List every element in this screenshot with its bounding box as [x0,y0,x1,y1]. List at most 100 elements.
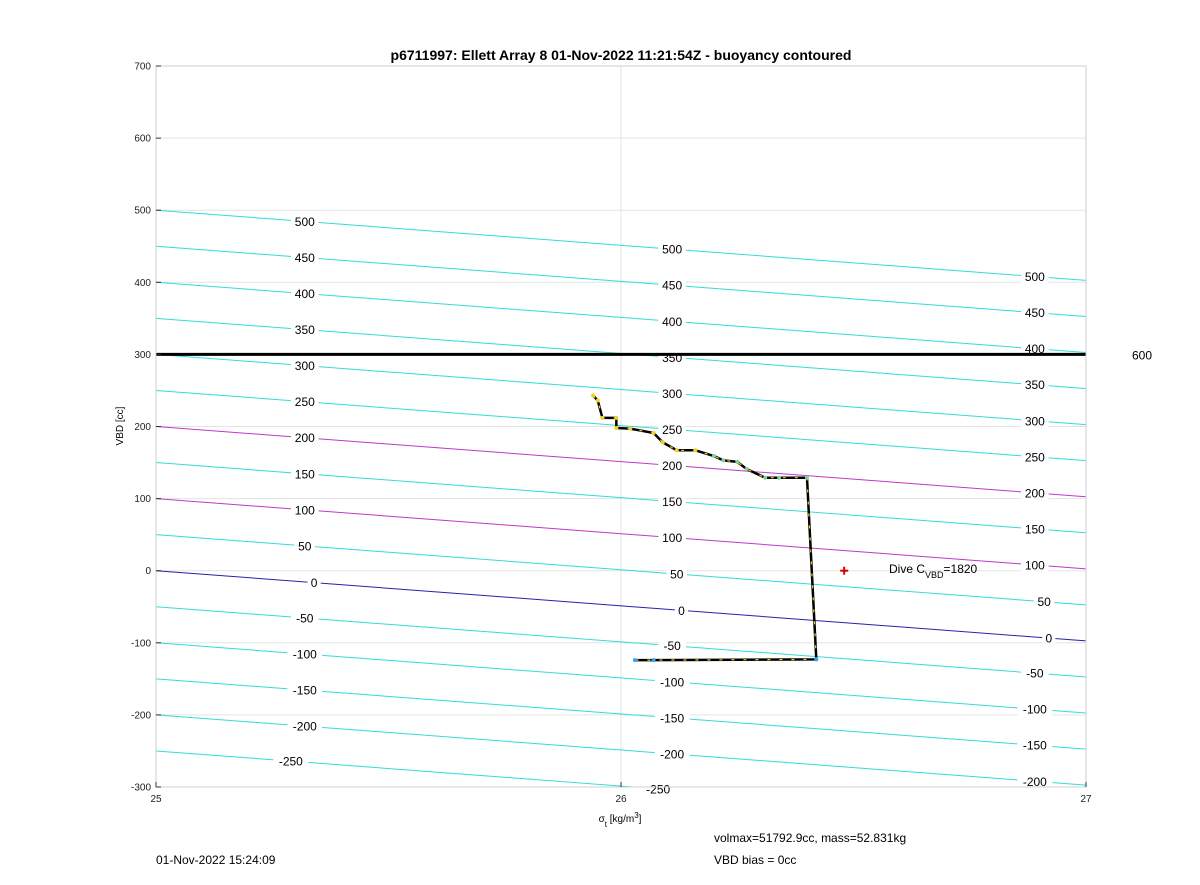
dive-point [591,393,596,398]
contour-label-bg [1021,557,1049,572]
contour-label-bg [287,719,323,734]
contour-label: 450 [662,279,682,293]
contour-label: 400 [1025,342,1045,356]
contour-label: 300 [1025,414,1045,428]
contour-label-bg [287,647,323,662]
contour-labels: 500450400350300250200150100500-50-100-15… [273,214,1056,796]
y-tick-label: -100 [131,638,151,649]
contour-label: -100 [293,648,317,662]
contour-label-bg [1021,666,1049,681]
contour-label: -200 [293,720,317,734]
contour-label-bg [291,250,319,265]
y-tick-label: 400 [134,278,151,289]
contour-label-bg [658,530,686,545]
contour-label: 100 [662,531,682,545]
contour-label: 500 [1025,270,1045,284]
dive-point [777,475,782,480]
contour-label-bg [674,603,689,618]
contour-label: 50 [1037,595,1051,609]
contour-label: 100 [1025,558,1045,572]
contour-label: -150 [1023,739,1047,753]
dive-trace-overlay [592,395,817,661]
contour-label: -200 [660,747,684,761]
dive-point [595,398,600,403]
contour-label-bg [1033,594,1055,609]
contour-label-bg [1017,702,1053,717]
contour-label-bg [654,746,690,761]
max-vbd-line: 600 [156,348,1152,362]
dive-point [805,475,809,480]
x-tick-label: 27 [1080,794,1092,805]
dive-marker: Dive CVBD=1820 [840,562,978,580]
contour-label: 0 [311,576,318,590]
dive-point [763,475,768,480]
contour-label: 250 [1025,450,1045,464]
contour-label-bg [1021,341,1049,356]
dive-point [693,448,698,453]
contour-label-bg [1021,377,1049,392]
y-tick-label: 300 [134,350,151,361]
contour-label-bg [1021,413,1049,428]
dive-point [600,415,605,420]
contour-label-bg [658,638,686,653]
contour-label-bg [654,674,690,689]
contour-label-bg [294,538,315,553]
contour-label-bg [1021,269,1049,284]
contour-label: 500 [295,215,315,229]
contour-label-bg [658,458,686,473]
contour-label: 300 [295,359,315,373]
contour-label: 300 [662,387,682,401]
dive-point [712,454,716,459]
contour-label: -250 [646,782,670,796]
contour-label: -250 [279,755,303,769]
contour-label: 50 [670,567,684,581]
contour-label-bg [640,781,676,796]
y-tick-label: 100 [134,494,151,505]
contour-label-bg [291,502,319,517]
dive-point [651,658,656,663]
contour-label: 200 [1025,486,1045,500]
dive-point [614,425,619,430]
contour-label: 500 [662,243,682,257]
contour-label: 400 [295,287,315,301]
contour-label: -50 [663,639,681,653]
contour-label: 50 [298,539,312,553]
dive-point [814,657,819,662]
contour-label-bg [654,710,690,725]
contour-label: -50 [1026,667,1044,681]
contour-label: 150 [1025,522,1045,536]
dive-trace [591,393,819,663]
contour-label-bg [291,214,319,229]
contour-label: 0 [678,604,685,618]
contour-label: -200 [1023,775,1047,789]
contour-label: 150 [295,467,315,481]
contour-label-bg [1017,774,1053,789]
dive-point [735,459,740,464]
y-tick-label: -200 [131,710,151,721]
contour-label-bg [307,575,321,590]
contour-label-bg [291,430,319,445]
dive-point [674,448,679,453]
max-vbd-label: 600 [1132,348,1152,362]
y-tick-label: 0 [145,566,151,577]
footer-volmax: volmax=51792.9cc, mass=52.831kg [714,831,907,845]
contour-label: 250 [295,395,315,409]
contour-label: -100 [660,675,684,689]
contour-label-bg [273,754,309,769]
contour-label-bg [291,358,319,373]
contour-label-bg [1042,631,1056,646]
contour-label: -150 [293,684,317,698]
contour-label: 250 [662,423,682,437]
contour-label-bg [658,422,686,437]
contour-label: 150 [662,495,682,509]
contour-label-bg [291,322,319,337]
contour-label-bg [1021,521,1049,536]
dive-point [744,467,749,472]
y-tick-label: 500 [134,206,151,217]
contour-label-bg [666,566,687,581]
contour-label: 450 [295,251,315,265]
contour-label-bg [1021,485,1049,500]
contour-label-bg [287,683,323,698]
